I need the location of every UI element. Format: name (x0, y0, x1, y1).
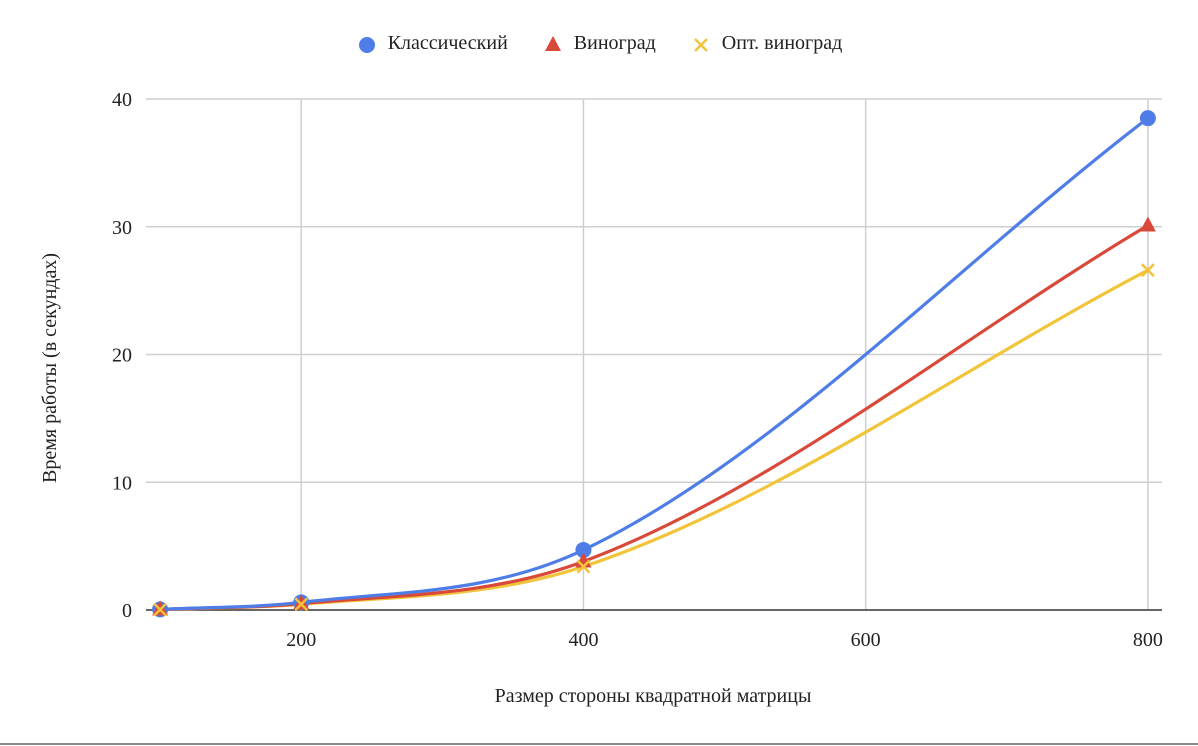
chart-ticks: 0 10 20 30 40 200 400 600 800 (112, 89, 1163, 651)
x-tick-label: 800 (1133, 629, 1163, 651)
legend-label: Виноград (573, 32, 656, 54)
y-tick-label: 40 (112, 89, 132, 111)
legend-marker-stroke (693, 37, 708, 52)
x-tick-label: 200 (286, 629, 316, 651)
series-line (158, 116, 1150, 611)
x-tick-label: 600 (851, 629, 881, 651)
legend-label: Классический (387, 32, 508, 54)
legend-marker-icon (693, 37, 708, 52)
data-point-stroke (1141, 263, 1155, 278)
y-tick-label: 10 (112, 472, 132, 494)
chart-series (152, 110, 1156, 618)
data-point-stroke (576, 559, 591, 574)
x-tick-label: 400 (568, 629, 598, 651)
legend-marker (544, 35, 561, 51)
legend-marker (358, 36, 375, 53)
chart-legend: Классический Виноград Опт. виноград (0, 32, 1198, 55)
data-point (1139, 110, 1156, 127)
series-line (158, 223, 1150, 612)
legend-marker (693, 37, 708, 52)
y-axis-title: Время работы (в секундах) (39, 253, 61, 483)
data-point (1141, 263, 1155, 278)
legend-item: Классический (356, 32, 508, 55)
legend-item: Виноград (542, 32, 656, 55)
data-point (153, 602, 167, 617)
x-axis-title: Размер стороны квадратной матрицы (495, 685, 812, 707)
data-point (576, 559, 591, 574)
data-point (575, 541, 592, 558)
y-tick-label: 0 (122, 600, 132, 622)
legend-label: Опт. виноград (721, 32, 843, 54)
legend-marker-icon (544, 35, 561, 51)
data-point (294, 597, 309, 612)
data-point (1139, 216, 1156, 232)
data-point-stroke (294, 597, 309, 612)
legend-item: Опт. виноград (690, 32, 843, 55)
data-point-stroke (153, 602, 167, 617)
data-point (293, 594, 310, 610)
chart-grid (146, 98, 1162, 610)
y-tick-label: 30 (112, 217, 132, 239)
bottom-border (0, 743, 1198, 745)
legend-marker-icon (358, 36, 375, 53)
y-tick-label: 20 (112, 345, 132, 367)
